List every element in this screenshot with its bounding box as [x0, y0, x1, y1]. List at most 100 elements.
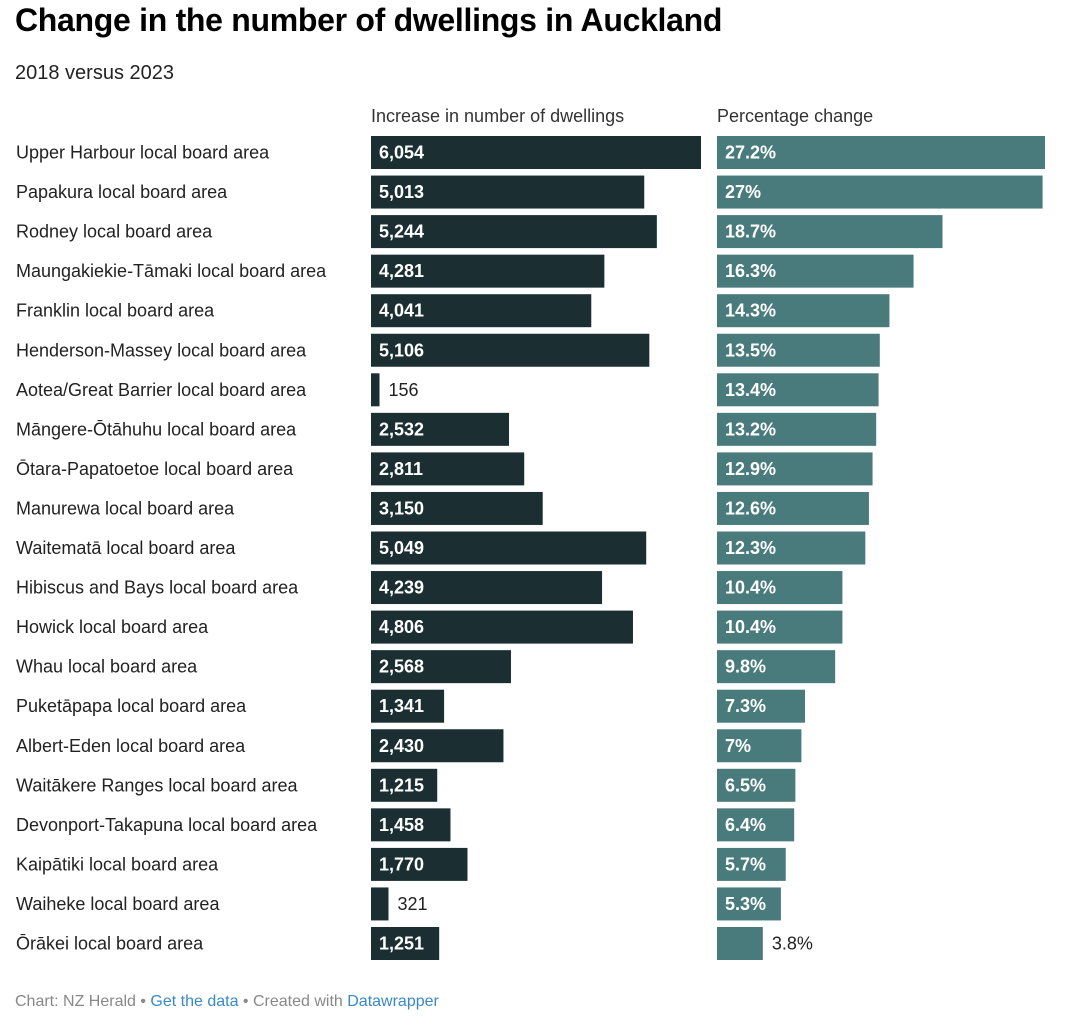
- category-label: Rodney local board area: [16, 222, 213, 242]
- pct-bar: [717, 808, 795, 842]
- count-bar: [371, 610, 633, 644]
- category-label: Papakura local board area: [16, 182, 228, 202]
- count-bar: [371, 175, 645, 209]
- count-bar: [371, 491, 543, 525]
- count-bar: [371, 254, 605, 288]
- count-bar-value-label: 5,013: [379, 182, 424, 202]
- count-bar-value-label: 1,215: [379, 775, 424, 795]
- count-bar-value-label: 156: [389, 380, 419, 400]
- count-bar-value-label: 1,458: [379, 815, 424, 835]
- pct-bar: [717, 531, 866, 565]
- pct-bar-value-label: 3.8%: [772, 934, 813, 954]
- category-label: Manurewa local board area: [16, 498, 235, 518]
- footer-source: Chart: NZ Herald: [15, 993, 136, 1010]
- get-the-data-link[interactable]: Get the data: [150, 993, 239, 1010]
- pct-bar-value-label: 7%: [725, 736, 751, 756]
- category-label: Ōtara-Papatoetoe local board area: [16, 459, 294, 479]
- count-bar: [371, 571, 603, 605]
- count-bar-value-label: 321: [397, 894, 427, 914]
- count-bar: [371, 531, 647, 565]
- chart-footer: Chart: NZ Herald • Get the data • Create…: [15, 993, 439, 1011]
- pct-bar-value-label: 5.7%: [725, 854, 766, 874]
- category-label: Upper Harbour local board area: [16, 143, 270, 163]
- bar-chart: Upper Harbour local board area Papakura l…: [16, 106, 1045, 960]
- pct-bar: [717, 412, 877, 446]
- count-bar: [371, 412, 510, 446]
- count-bar: [371, 768, 438, 802]
- pct-bar: [717, 768, 796, 802]
- footer-created-with: • Created with: [238, 993, 348, 1010]
- count-bar: [371, 650, 511, 684]
- count-bar: [371, 927, 440, 960]
- percentage-bars: 27.2% 27% 18.7% 16.3% 14.3% 13.5% 13.4% 13.2% 12…: [717, 136, 1045, 960]
- count-bar-value-label: 2,811: [379, 459, 423, 479]
- pct-bar: [717, 650, 836, 684]
- category-label: Franklin local board area: [16, 301, 215, 321]
- count-bar-value-label: 5,244: [379, 222, 424, 242]
- pct-bar: [717, 333, 880, 367]
- pct-bar-value-label: 10.4%: [725, 617, 776, 637]
- count-bar-value-label: 2,430: [379, 736, 424, 756]
- pct-bar: [717, 689, 806, 723]
- pct-bar: [717, 452, 873, 486]
- category-label: Hibiscus and Bays local board area: [16, 578, 299, 598]
- pct-bar: [717, 847, 786, 881]
- pct-bar-value-label: 6.4%: [725, 815, 766, 835]
- pct-bar-value-label: 13.4%: [725, 380, 776, 400]
- pct-bar: [717, 373, 879, 407]
- pct-bar-value-label: 12.3%: [725, 538, 776, 558]
- count-bar: [371, 215, 657, 249]
- category-label: Waitematā local board area: [16, 538, 236, 558]
- category-label: Ōrākei local board area: [16, 934, 204, 954]
- count-bar: [371, 452, 525, 486]
- chart-title: Change in the number of dwellings in Auc…: [15, 2, 723, 38]
- category-label: Whau local board area: [16, 657, 198, 677]
- count-bar-value-label: 1,341: [379, 696, 424, 716]
- count-bar-value-label: 2,568: [379, 657, 424, 677]
- count-bar: [371, 689, 445, 723]
- count-bar-value-label: 4,041: [379, 301, 424, 321]
- pct-bar: [717, 571, 843, 605]
- pct-bar: [717, 887, 781, 921]
- count-bar-value-label: 1,770: [379, 854, 424, 874]
- count-bar: [371, 294, 592, 328]
- count-bar-value-label: 3,150: [379, 498, 424, 518]
- count-bar-value-label: 2,532: [379, 419, 424, 439]
- pct-bar-value-label: 7.3%: [725, 696, 766, 716]
- category-label: Kaipātiki local board area: [16, 854, 219, 874]
- pct-bar-value-label: 9.8%: [725, 657, 766, 677]
- count-bars: 6,054 5,013 5,244 4,281 4,041 5,106 156 2,532 2,…: [371, 136, 701, 960]
- count-bar-value-label: 5,049: [379, 538, 424, 558]
- datawrapper-link[interactable]: Datawrapper: [347, 993, 439, 1010]
- count-bar-value-label: 6,054: [379, 143, 424, 163]
- count-bar-value-label: 1,251: [379, 934, 424, 954]
- count-bar-value-label: 4,806: [379, 617, 424, 637]
- count-bar-value-label: 4,281: [379, 261, 424, 281]
- count-column-header: Increase in number of dwellings: [371, 106, 624, 126]
- count-bar: [371, 373, 380, 407]
- pct-bar-value-label: 13.5%: [725, 340, 776, 360]
- pct-bar-value-label: 5.3%: [725, 894, 766, 914]
- pct-bar: [717, 729, 802, 763]
- category-label: Waiheke local board area: [16, 894, 220, 914]
- pct-bar: [717, 215, 943, 249]
- count-bar: [371, 729, 504, 763]
- pct-bar: [717, 610, 843, 644]
- category-label: Aotea/Great Barrier local board area: [16, 380, 307, 400]
- count-bar: [371, 887, 389, 921]
- percentage-column-header: Percentage change: [717, 106, 873, 126]
- count-bar: [371, 847, 468, 881]
- pct-bar-value-label: 12.9%: [725, 459, 776, 479]
- count-bar: [371, 136, 701, 169]
- pct-bar-value-label: 6.5%: [725, 775, 766, 795]
- pct-bar-value-label: 27.2%: [725, 143, 776, 163]
- category-label: Puketāpapa local board area: [16, 696, 247, 716]
- category-label: Waitākere Ranges local board area: [16, 775, 298, 795]
- pct-bar-value-label: 10.4%: [725, 578, 776, 598]
- pct-bar-value-label: 27%: [725, 182, 761, 202]
- category-label: Henderson-Massey local board area: [16, 340, 307, 360]
- pct-bar-value-label: 12.6%: [725, 498, 776, 518]
- footer-separator: •: [135, 993, 151, 1010]
- pct-bar-value-label: 14.3%: [725, 301, 776, 321]
- count-bar: [371, 333, 650, 367]
